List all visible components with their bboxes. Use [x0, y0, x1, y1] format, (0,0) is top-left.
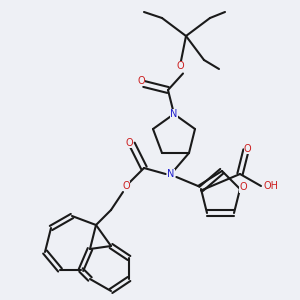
Text: N: N — [170, 109, 178, 119]
Text: O: O — [122, 181, 130, 191]
Text: N: N — [167, 169, 175, 179]
Text: O: O — [239, 182, 247, 193]
Text: O: O — [125, 137, 133, 148]
Text: OH: OH — [264, 181, 279, 191]
Text: O: O — [244, 143, 251, 154]
Text: O: O — [176, 61, 184, 71]
Text: O: O — [137, 76, 145, 86]
